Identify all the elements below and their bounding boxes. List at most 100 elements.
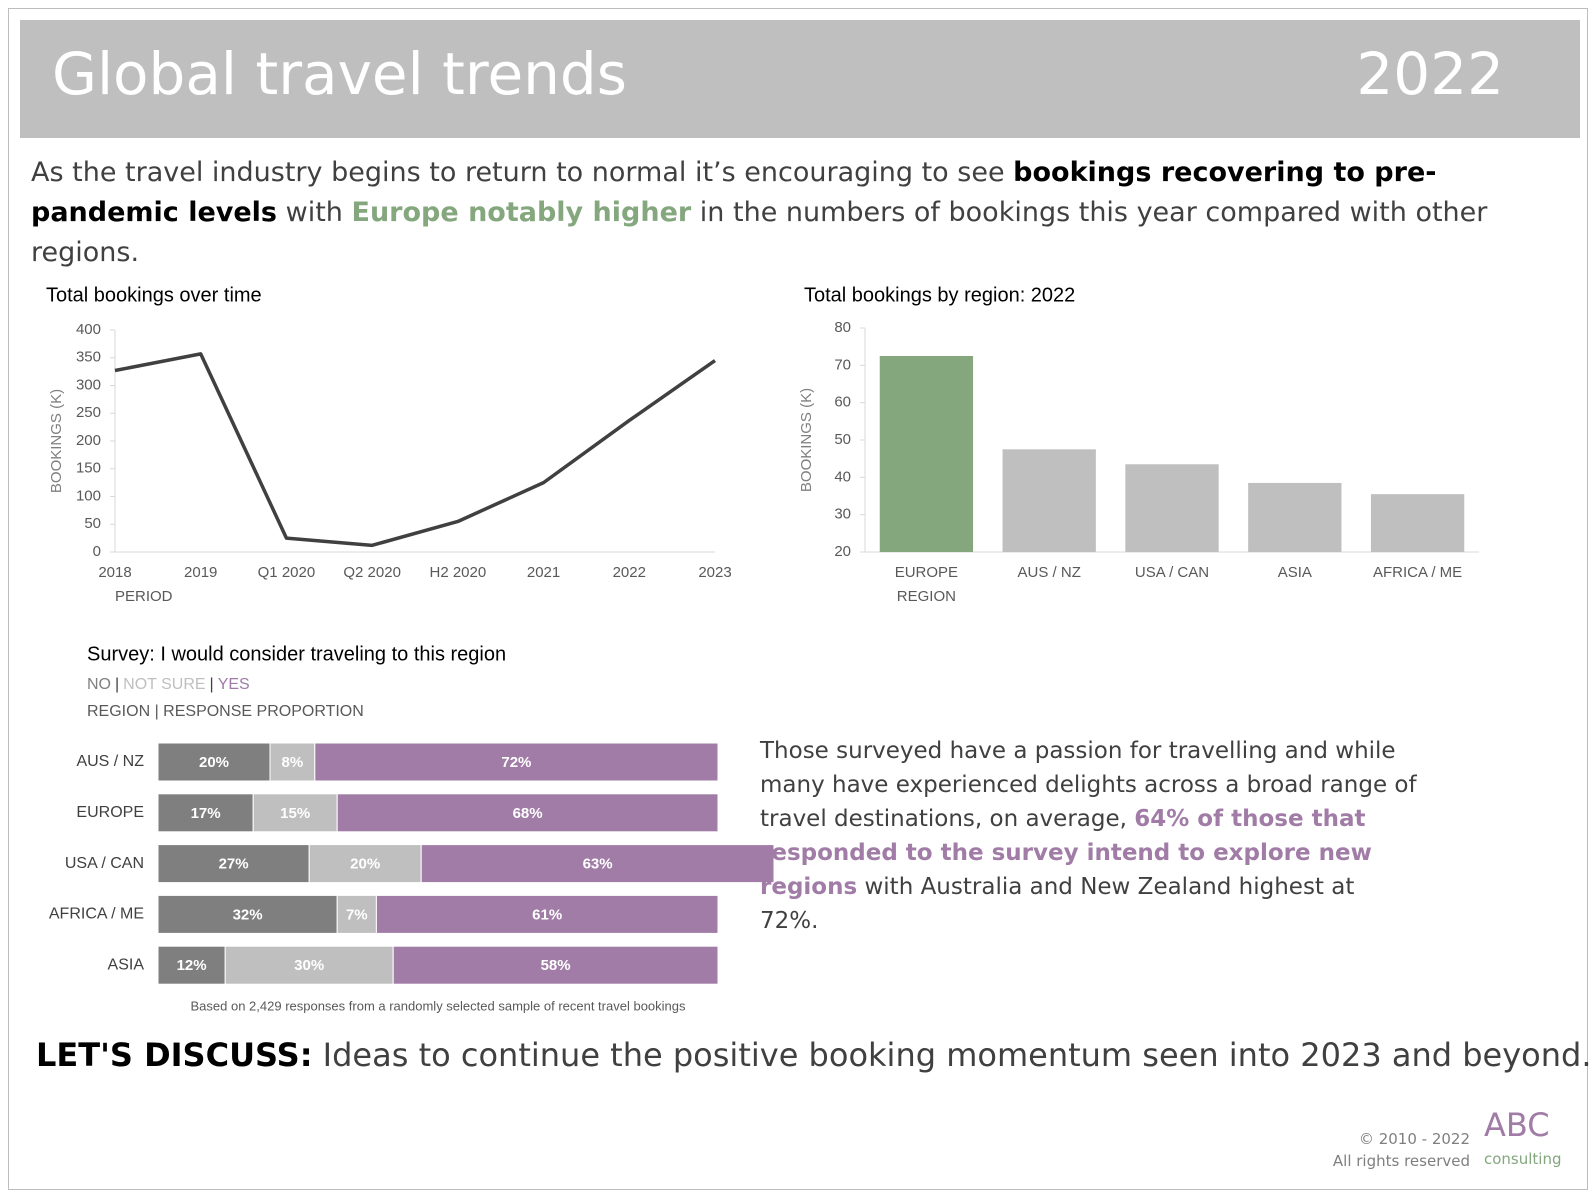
y-tick-label: 250 — [76, 404, 101, 421]
x-tick-label: ASIA — [1278, 564, 1312, 581]
side-text-body: with Australia and New Zealand highest a… — [760, 874, 1355, 934]
bar-segment — [157, 945, 226, 985]
y-tick-label: 60 — [834, 394, 851, 411]
bar-segment — [314, 742, 719, 782]
data-label: 12% — [177, 957, 207, 974]
legend-entry: NO — [87, 676, 111, 693]
legend-separator: | — [210, 676, 214, 693]
y-tick-label: USA / CAN — [65, 855, 144, 872]
chart-title: Total bookings over time — [46, 284, 262, 306]
side-text-body: Those surveyed have a passion for travel… — [760, 738, 1417, 832]
x-tick-label: 2021 — [527, 564, 560, 581]
data-label: 58% — [541, 957, 571, 974]
y-tick-label: ASIA — [108, 956, 145, 973]
bar-segment — [420, 844, 775, 884]
frame — [8, 8, 1588, 1190]
brand: ABC — [1484, 1106, 1550, 1144]
intro: As the travel industry begins to return … — [31, 153, 1571, 273]
data-label: 68% — [513, 805, 543, 822]
y-tick-label: 300 — [76, 376, 101, 393]
x-axis-label: REGION — [897, 588, 956, 605]
bar — [1125, 464, 1219, 552]
x-tick-label: H2 2020 — [429, 564, 486, 581]
header-band — [20, 20, 1580, 138]
bar-segment — [157, 894, 338, 934]
y-tick-label: EUROPE — [76, 804, 144, 821]
x-tick-label: 2018 — [98, 564, 131, 581]
bar-segment — [336, 793, 719, 833]
y-tick-label: 20 — [834, 543, 851, 560]
x-tick-label: Q2 2020 — [343, 564, 401, 581]
bar — [1370, 494, 1465, 552]
side-text-highlight: 64% of those that responded to the surve… — [760, 806, 1372, 900]
bar-segment — [224, 945, 394, 985]
bar — [879, 356, 974, 552]
y-tick-label: 350 — [76, 349, 101, 366]
rights: All rights reserved — [1332, 1152, 1470, 1170]
legend-entry: YES — [218, 676, 250, 693]
y-tick-label: 0 — [93, 543, 101, 560]
data-label: 30% — [294, 957, 324, 974]
bar-segment — [308, 844, 422, 884]
y-tick-label: 30 — [834, 506, 851, 523]
bar-segment — [392, 945, 719, 985]
x-tick-label: 2022 — [613, 564, 646, 581]
chart-note: Based on 2,429 responses from a randomly… — [191, 999, 686, 1014]
data-label: 72% — [501, 754, 531, 771]
y-tick-label: 150 — [76, 460, 101, 477]
intro-bold: bookings recovering to pre-pandemic leve… — [31, 157, 1437, 228]
chart-title: Total bookings by region: 2022 — [804, 284, 1075, 306]
legend-separator: | — [115, 676, 119, 693]
intro-text: with — [285, 197, 343, 228]
x-axis-label: PERIOD — [115, 588, 173, 605]
bar-segment — [157, 844, 310, 884]
copyright-block: © 2010 - 2022 All rights reserved — [1333, 1128, 1470, 1172]
y-tick-label: 80 — [834, 319, 851, 336]
x-tick-label: 2023 — [698, 564, 731, 581]
y-tick-label: 100 — [76, 487, 101, 504]
y-tick-label: 70 — [834, 356, 851, 373]
bar-segment — [157, 793, 254, 833]
y-tick-label: 50 — [834, 431, 851, 448]
y-tick-label: 40 — [834, 468, 851, 485]
header-year: 2022 — [1356, 40, 1504, 108]
y-tick-label: AUS / NZ — [76, 753, 144, 770]
copyright: © 2010 - 2022 — [1358, 1130, 1470, 1148]
data-label: 17% — [191, 805, 221, 822]
x-tick-label: USA / CAN — [1135, 564, 1209, 581]
bar — [1248, 482, 1342, 552]
data-label: 61% — [532, 906, 562, 923]
data-label: 8% — [282, 754, 304, 771]
data-label: 63% — [583, 856, 613, 873]
side-text: Those surveyed have a passion for travel… — [760, 734, 1420, 938]
data-label: 7% — [346, 906, 368, 923]
x-tick-label: Q1 2020 — [258, 564, 316, 581]
y-tick-label: 200 — [76, 432, 101, 449]
data-label: 15% — [280, 805, 310, 822]
data-label: 20% — [350, 856, 380, 873]
chart-title: Survey: I would consider traveling to th… — [87, 643, 506, 665]
data-label: 20% — [199, 754, 229, 771]
x-tick-label: EUROPE — [895, 564, 958, 581]
brand-sub: consulting — [1484, 1150, 1562, 1168]
legend: NO | NOT SURE | YES — [87, 676, 250, 693]
data-label: 27% — [219, 856, 249, 873]
bar-segment — [269, 742, 316, 782]
intro-text: in the numbers of bookings this year com… — [31, 197, 1488, 268]
bar — [1002, 449, 1096, 552]
bar-segment — [252, 793, 338, 833]
intro-text: As the travel industry begins to return … — [31, 157, 1005, 188]
discuss-text: Ideas to continue the positive booking m… — [322, 1036, 1592, 1074]
header-title: Global travel trends — [52, 40, 627, 108]
x-tick-label: AUS / NZ — [1018, 564, 1081, 581]
intro-highlight: Europe notably higher — [351, 197, 692, 228]
x-tick-label: AFRICA / ME — [1373, 564, 1462, 581]
discuss-label: LET'S DISCUSS: — [36, 1036, 313, 1074]
bar-segment — [157, 742, 271, 782]
x-tick-label: 2019 — [184, 564, 217, 581]
y-tick-label: 50 — [84, 515, 101, 532]
line — [114, 352, 717, 548]
y-axis-label: BOOKINGS (K) — [48, 389, 65, 493]
y-tick-label: 400 — [76, 321, 101, 338]
